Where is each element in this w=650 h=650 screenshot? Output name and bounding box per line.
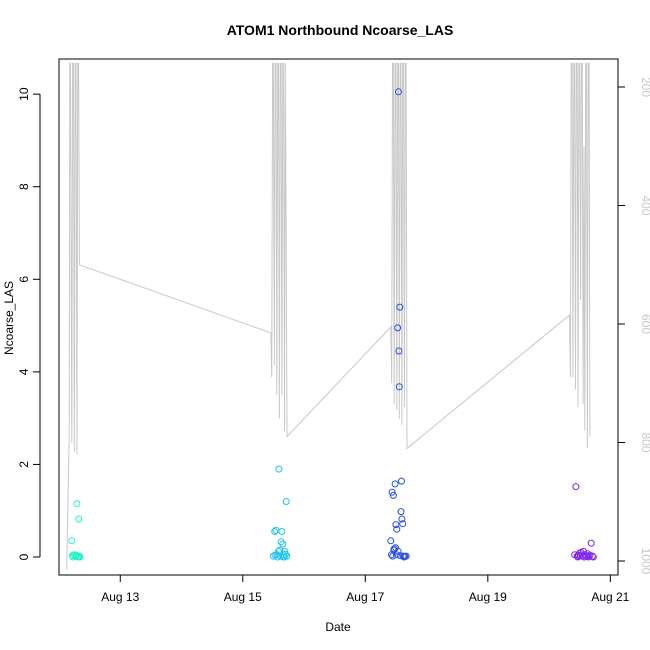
data-point bbox=[68, 537, 76, 545]
data-point bbox=[396, 303, 404, 311]
data-point bbox=[387, 537, 395, 545]
data-point bbox=[388, 488, 396, 496]
chart-title: ATOM1 Northbound Ncoarse_LAS bbox=[227, 22, 454, 38]
x-tick-label: Aug 19 bbox=[469, 590, 507, 604]
series-2 bbox=[387, 88, 410, 561]
data-point bbox=[398, 477, 405, 485]
series-3 bbox=[571, 483, 597, 561]
x-axis: Aug 13 Aug 15 Aug 17 Aug 19 Aug 21 bbox=[101, 575, 630, 604]
data-point bbox=[271, 528, 279, 535]
data-point bbox=[584, 552, 592, 560]
data-point bbox=[589, 552, 596, 560]
y-tick-label: 8 bbox=[17, 183, 31, 190]
data-point bbox=[269, 552, 277, 560]
y2-tick-label: 400 bbox=[639, 195, 650, 215]
right-axis-line bbox=[66, 62, 591, 570]
y2-tick-label: 800 bbox=[639, 432, 650, 452]
series-1 bbox=[269, 465, 291, 561]
data-point bbox=[398, 515, 406, 523]
data-point bbox=[399, 520, 407, 528]
data-point bbox=[393, 525, 401, 533]
y-tick-label: 0 bbox=[17, 553, 31, 560]
data-point bbox=[275, 465, 283, 473]
data-point bbox=[580, 553, 588, 561]
data-point bbox=[576, 552, 584, 560]
y-tick-label: 4 bbox=[17, 368, 31, 375]
data-point bbox=[391, 480, 399, 488]
data-point bbox=[392, 551, 400, 559]
y-tick-label: 2 bbox=[17, 461, 31, 468]
data-point bbox=[397, 508, 405, 516]
data-point bbox=[392, 521, 400, 529]
right-axis-series-line bbox=[66, 62, 591, 570]
data-point bbox=[389, 491, 397, 499]
data-point bbox=[272, 526, 280, 534]
plot-box bbox=[58, 58, 619, 576]
y-axis: 0 2 4 6 8 10 bbox=[17, 87, 41, 560]
data-point bbox=[279, 553, 287, 561]
data-point bbox=[587, 539, 595, 547]
x-tick-label: Aug 13 bbox=[101, 590, 139, 604]
data-point bbox=[73, 500, 81, 508]
data-point bbox=[395, 347, 403, 355]
data-point bbox=[72, 551, 80, 559]
y2-tick-label: 1000 bbox=[639, 548, 650, 575]
data-point bbox=[75, 515, 83, 523]
data-points bbox=[68, 88, 597, 561]
x-tick-label: Aug 15 bbox=[224, 590, 262, 604]
data-point bbox=[402, 552, 410, 560]
data-point bbox=[278, 528, 286, 535]
data-point bbox=[394, 547, 402, 555]
data-point bbox=[282, 498, 290, 505]
y2-axis: 200 400 600 800 1000 bbox=[617, 77, 650, 575]
data-point bbox=[589, 553, 597, 561]
x-tick-label: Aug 21 bbox=[591, 590, 629, 604]
data-point bbox=[389, 552, 397, 560]
y-tick-label: 6 bbox=[17, 276, 31, 283]
y-axis-label: Ncoarse_LAS bbox=[2, 281, 16, 355]
x-tick-label: Aug 17 bbox=[346, 590, 384, 604]
y2-tick-label: 600 bbox=[639, 314, 650, 334]
data-point bbox=[572, 483, 580, 491]
y2-tick-label: 200 bbox=[639, 77, 650, 97]
x-axis-label: Date bbox=[325, 620, 351, 634]
data-point bbox=[76, 553, 84, 561]
data-point bbox=[68, 552, 76, 560]
data-point bbox=[395, 383, 403, 391]
data-point bbox=[279, 540, 287, 548]
series-0 bbox=[68, 500, 84, 561]
data-point bbox=[395, 88, 402, 96]
data-point bbox=[394, 324, 402, 332]
y-tick-label: 10 bbox=[17, 87, 31, 101]
